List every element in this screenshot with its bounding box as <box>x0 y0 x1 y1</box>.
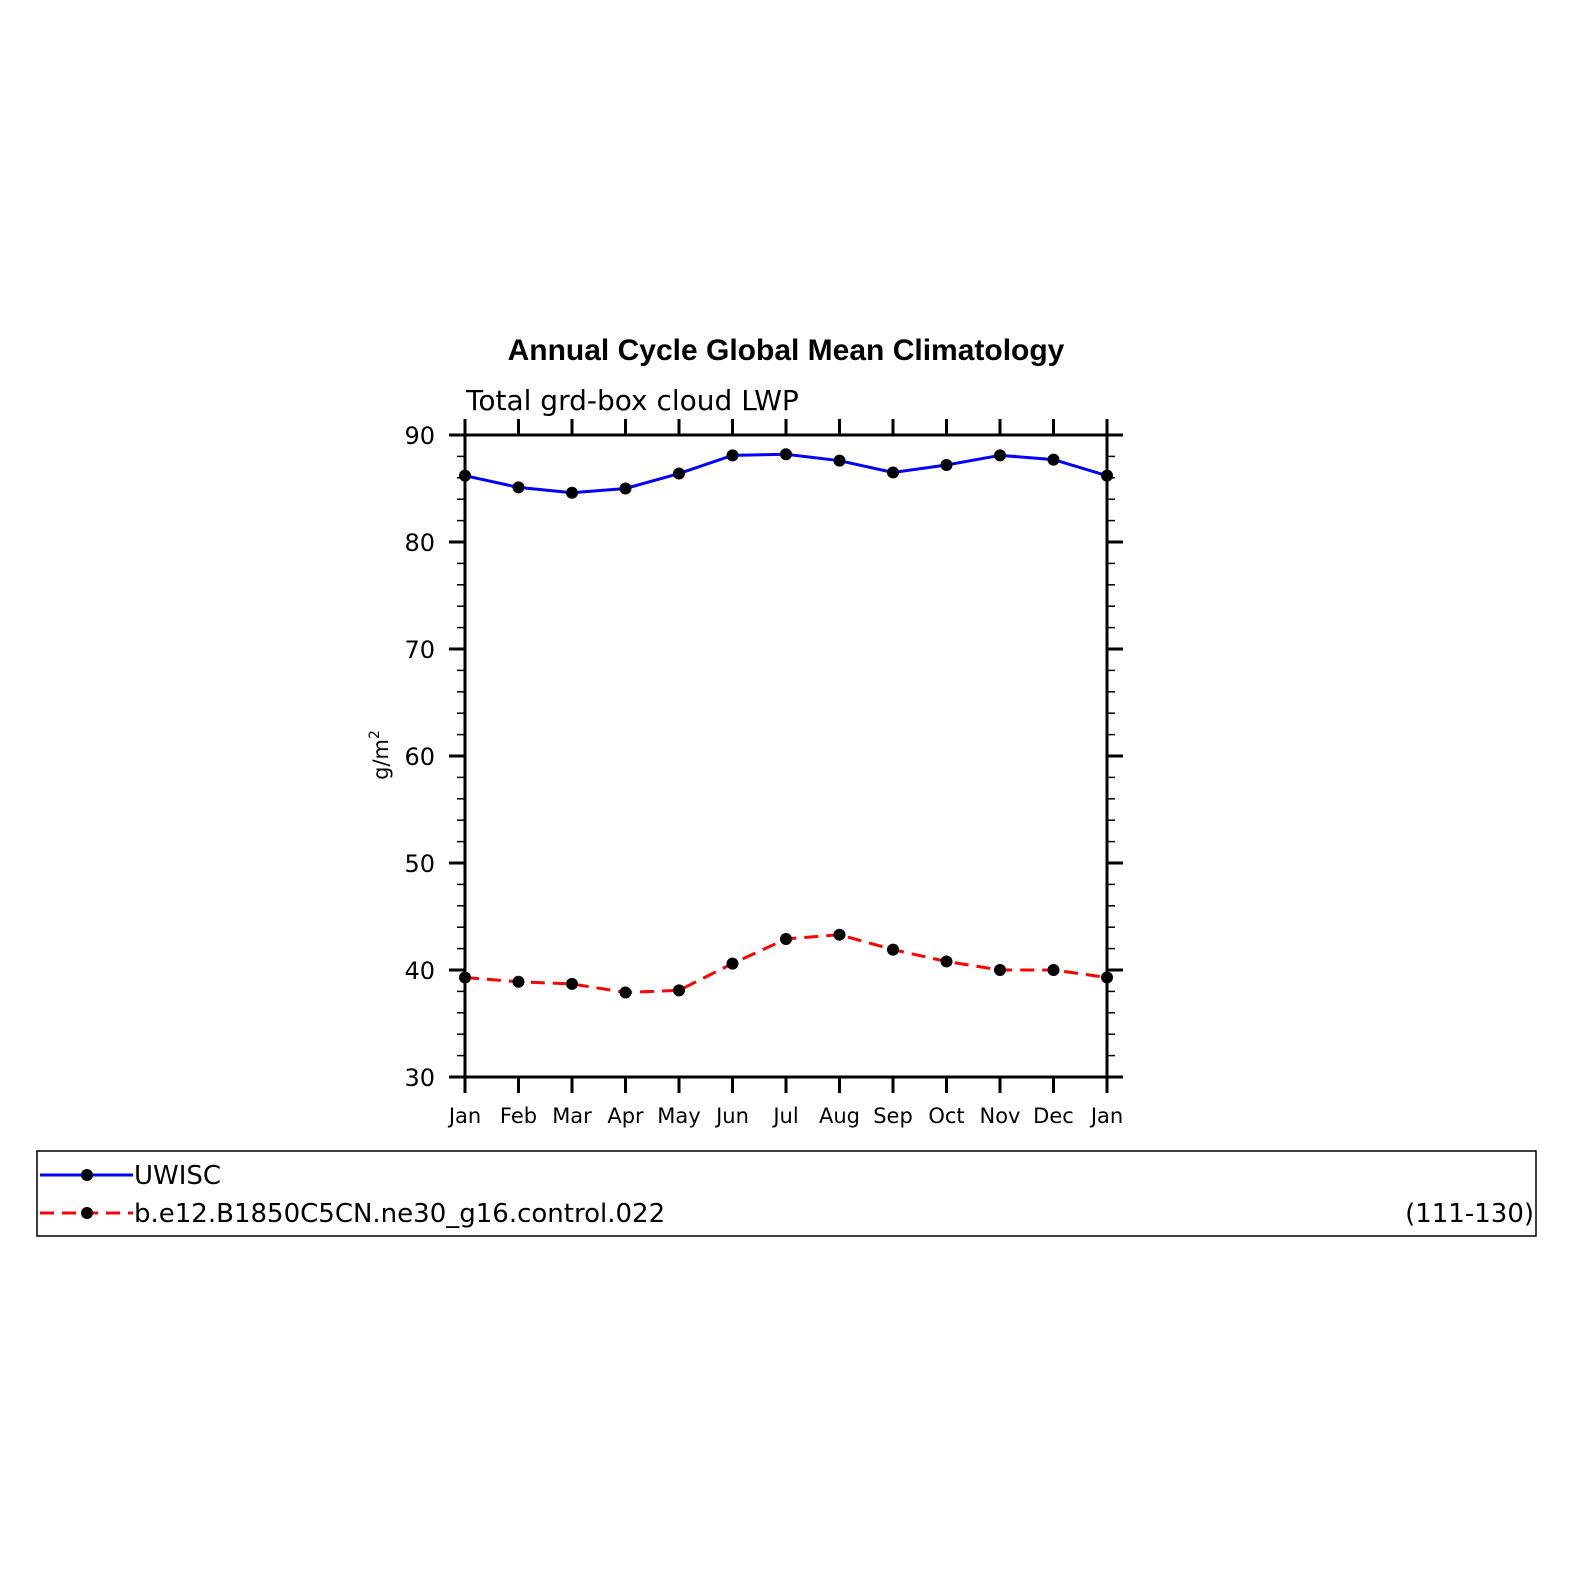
plot-frame <box>463 433 1109 1079</box>
x-tick-label: Sep <box>873 1104 913 1128</box>
series-2-point <box>619 986 632 999</box>
x-tick-label: Oct <box>928 1104 964 1128</box>
x-tick-label: May <box>657 1104 700 1128</box>
legend-note: (111-130) <box>1405 1199 1534 1229</box>
series-1-point <box>1047 453 1060 466</box>
series-1-point <box>887 466 899 479</box>
legend-box <box>36 1150 1537 1237</box>
x-tick-label: Dec <box>1033 1104 1074 1128</box>
series-2-point <box>940 955 953 968</box>
y-axis-label-text: g/m <box>369 739 393 780</box>
x-tick-label: Jan <box>1089 1104 1123 1128</box>
x-tick-label: Aug <box>819 1104 860 1128</box>
series-1-point <box>619 482 632 495</box>
series-1-point <box>726 449 739 462</box>
x-tick-label: Feb <box>500 1104 537 1128</box>
series-2-point <box>833 928 846 941</box>
series-2-point <box>887 943 899 956</box>
legend-marker-1 <box>81 1169 93 1181</box>
series-1-point <box>994 449 1006 462</box>
series-2-point <box>512 975 525 988</box>
x-tick-label: Apr <box>607 1104 644 1128</box>
axes: 30 40 50 60 70 80 90 Jan Feb Mar Apr May Jun Jul Aug Se… <box>404 419 1123 1128</box>
x-tick-label: Mar <box>552 1104 592 1128</box>
y-axis-label-superscript: 2 <box>367 730 383 739</box>
legend: UWISC b.e12.B1850C5CN.ne30_g16.control.02… <box>36 1150 1537 1237</box>
x-tick-label: Jan <box>447 1104 481 1128</box>
y-tick-label: 30 <box>404 1064 435 1092</box>
series-2-point <box>1047 964 1060 976</box>
y-tick-label: 60 <box>404 743 435 771</box>
series-1-point <box>780 448 792 461</box>
series-2-point <box>780 932 792 945</box>
legend-label-1: UWISC <box>134 1161 221 1191</box>
svg-text:g/m2: g/m2 <box>367 730 393 780</box>
series-1-point <box>566 486 578 499</box>
y-axis-label: g/m2 <box>367 730 393 780</box>
x-tick-label: Jul <box>771 1104 798 1128</box>
series-1-point <box>512 481 525 494</box>
chart-title: Annual Cycle Global Mean Climatology <box>508 334 1065 367</box>
x-tick-label: Jun <box>714 1104 749 1128</box>
plot-area <box>459 448 1113 999</box>
y-tick-label: 50 <box>404 850 435 878</box>
series-1-point <box>940 458 953 471</box>
series-2-point <box>726 957 739 970</box>
series-2-point <box>673 984 685 997</box>
series-2-point <box>459 971 471 984</box>
y-tick-label: 70 <box>404 636 435 664</box>
y-tick-label: 90 <box>404 422 435 450</box>
y-tick-label: 40 <box>404 957 435 985</box>
legend-entries: UWISC b.e12.B1850C5CN.ne30_g16.control.02… <box>40 1161 665 1229</box>
x-tick-label: Nov <box>980 1104 1021 1128</box>
legend-label-2: b.e12.B1850C5CN.ne30_g16.control.022 <box>134 1199 665 1229</box>
series-1-point <box>673 467 685 480</box>
series-2-point <box>1101 971 1113 984</box>
series-2-point <box>994 964 1006 976</box>
series-2-point <box>566 977 578 990</box>
legend-marker-2 <box>81 1207 93 1219</box>
y-tick-label: 80 <box>404 529 435 557</box>
chart-subtitle: Total grd-box cloud LWP <box>465 384 799 417</box>
series-1-point <box>1101 469 1113 482</box>
series-1-point <box>459 469 471 482</box>
series-1-point <box>833 454 846 467</box>
